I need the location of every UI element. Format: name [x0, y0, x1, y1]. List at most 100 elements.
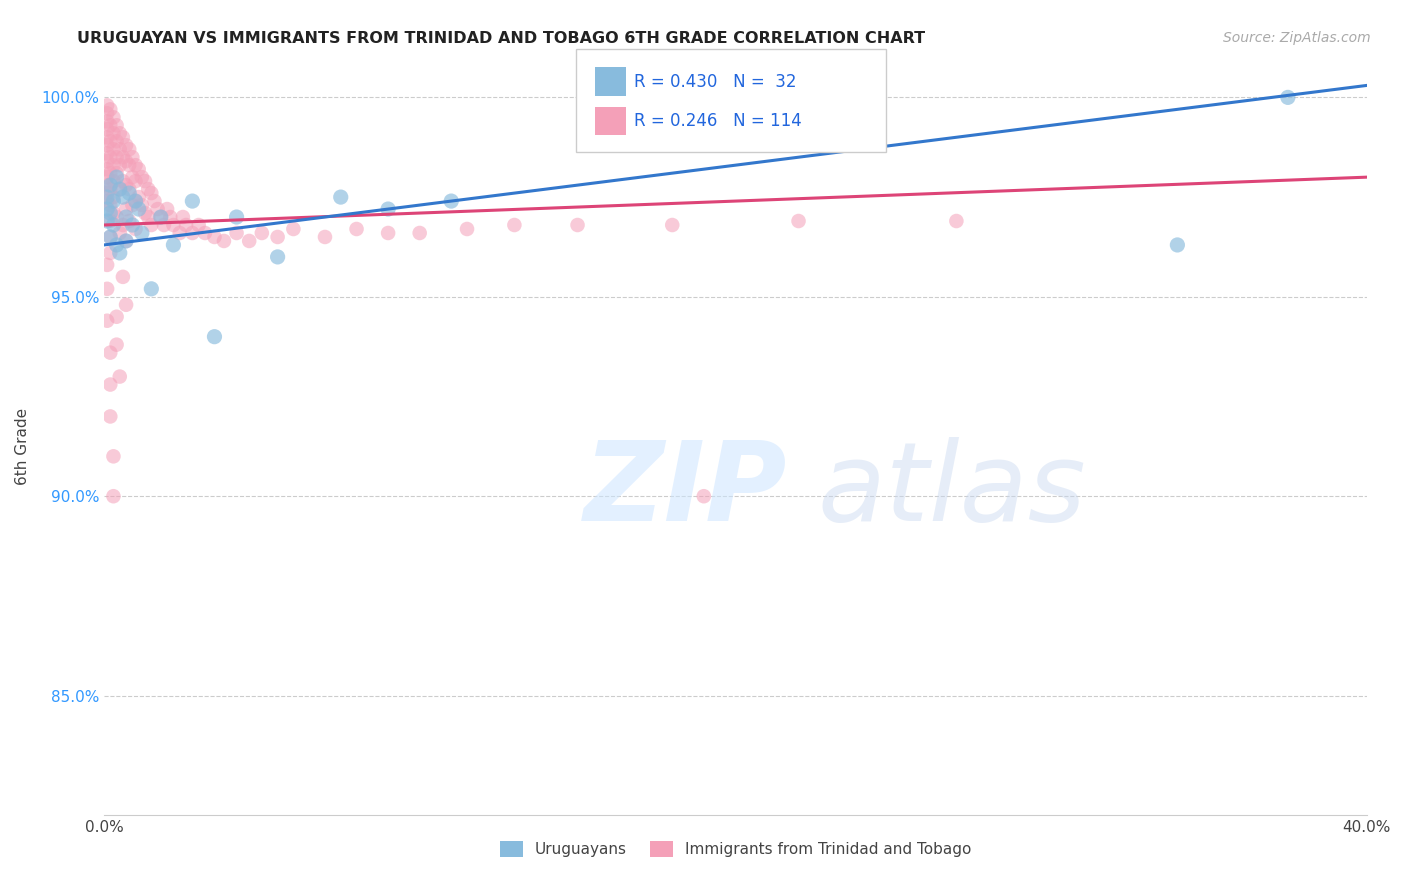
Point	[153, 218, 176, 232]
Point	[108, 226, 131, 240]
Point	[121, 198, 143, 212]
Point	[96, 106, 118, 120]
Point	[141, 186, 163, 200]
Point	[146, 202, 169, 216]
Point	[96, 258, 118, 272]
Point	[96, 190, 118, 204]
Point	[96, 170, 118, 185]
Point	[266, 250, 288, 264]
Y-axis label: 6th Grade: 6th Grade	[15, 408, 30, 485]
Point	[204, 329, 226, 343]
Point	[693, 489, 716, 503]
Point	[103, 111, 125, 125]
Point	[96, 178, 118, 193]
Point	[204, 230, 226, 244]
Point	[103, 218, 125, 232]
Point	[96, 122, 118, 136]
Point	[141, 282, 163, 296]
Point	[105, 150, 128, 164]
Point	[187, 218, 209, 232]
Point	[377, 202, 399, 216]
Point	[96, 138, 118, 153]
Point	[108, 126, 131, 140]
Point	[143, 194, 166, 208]
Text: Source: ZipAtlas.com: Source: ZipAtlas.com	[1223, 31, 1371, 45]
Point	[503, 218, 526, 232]
Point	[115, 210, 138, 224]
Point	[115, 298, 138, 312]
Point	[115, 154, 138, 169]
Point	[98, 345, 121, 359]
Point	[105, 118, 128, 132]
Point	[111, 130, 134, 145]
Point	[115, 202, 138, 216]
Point	[169, 226, 191, 240]
Point	[98, 150, 121, 164]
Point	[194, 226, 217, 240]
Point	[131, 170, 153, 185]
Point	[225, 226, 247, 240]
Point	[118, 186, 141, 200]
Point	[118, 158, 141, 172]
Point	[131, 226, 153, 240]
Point	[96, 154, 118, 169]
Point	[98, 182, 121, 196]
Point	[945, 214, 967, 228]
Point	[111, 174, 134, 188]
Point	[98, 246, 121, 260]
Point	[346, 222, 368, 236]
Text: ZIP: ZIP	[583, 437, 787, 544]
Point	[124, 174, 146, 188]
Point	[105, 166, 128, 180]
Point	[98, 134, 121, 148]
Point	[115, 138, 138, 153]
Point	[98, 214, 121, 228]
Point	[329, 190, 352, 204]
Point	[103, 158, 125, 172]
Point	[162, 238, 184, 252]
Point	[131, 198, 153, 212]
Point	[212, 234, 235, 248]
Point	[124, 222, 146, 236]
Point	[98, 377, 121, 392]
Point	[105, 170, 128, 185]
Point	[1277, 90, 1299, 104]
Point	[377, 226, 399, 240]
Point	[98, 166, 121, 180]
Point	[96, 314, 118, 328]
Point	[96, 214, 118, 228]
Point	[105, 238, 128, 252]
Point	[108, 246, 131, 260]
Point	[181, 226, 204, 240]
Point	[225, 210, 247, 224]
Point	[98, 230, 121, 244]
Point	[134, 206, 156, 220]
Point	[96, 130, 118, 145]
Point	[118, 214, 141, 228]
Text: atlas: atlas	[817, 437, 1085, 544]
Point	[1166, 238, 1188, 252]
Point	[108, 182, 131, 196]
Point	[283, 222, 305, 236]
Point	[96, 146, 118, 161]
Point	[118, 142, 141, 156]
Point	[440, 194, 463, 208]
Point	[250, 226, 273, 240]
Point	[124, 158, 146, 172]
Text: R = 0.430   N =  32: R = 0.430 N = 32	[634, 72, 797, 91]
Point	[456, 222, 478, 236]
Point	[111, 150, 134, 164]
Point	[149, 210, 172, 224]
Point	[174, 218, 197, 232]
Point	[266, 230, 288, 244]
Point	[98, 178, 121, 193]
Point	[105, 210, 128, 224]
Point	[108, 142, 131, 156]
Text: R = 0.246   N = 114: R = 0.246 N = 114	[634, 112, 801, 130]
Point	[105, 134, 128, 148]
Point	[128, 190, 150, 204]
Point	[98, 103, 121, 117]
Point	[103, 194, 125, 208]
Point	[141, 218, 163, 232]
Point	[103, 126, 125, 140]
